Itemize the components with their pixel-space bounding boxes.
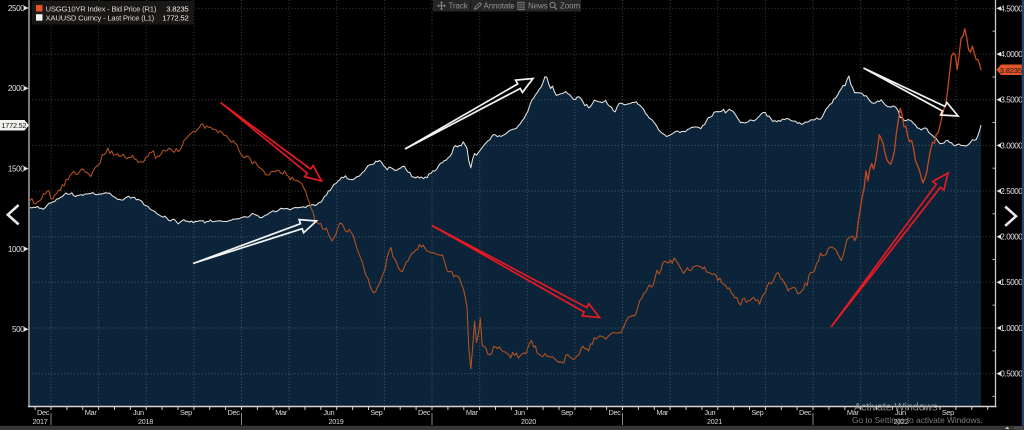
svg-text:Activate Windows: Activate Windows — [854, 402, 938, 414]
svg-text:3.8235: 3.8235 — [1000, 66, 1022, 75]
svg-text:Sep: Sep — [180, 408, 192, 417]
svg-text:Mar: Mar — [847, 408, 860, 417]
svg-text:Sep: Sep — [942, 408, 954, 417]
svg-text:4.5000: 4.5000 — [1000, 4, 1023, 13]
svg-text:3.0000: 3.0000 — [1000, 141, 1023, 150]
svg-text:1772.52: 1772.52 — [162, 14, 188, 23]
svg-text:XAUUSD Curncy - Last Price (L1: XAUUSD Curncy - Last Price (L1) — [46, 14, 155, 23]
svg-text:Annotate: Annotate — [484, 2, 516, 11]
svg-text:1772.52: 1772.52 — [1, 121, 26, 130]
svg-text:1000: 1000 — [8, 245, 25, 254]
svg-text:Mar: Mar — [275, 408, 288, 417]
svg-text:Dec: Dec — [608, 408, 621, 417]
svg-text:Jun: Jun — [704, 408, 715, 417]
svg-text:2.0000: 2.0000 — [1000, 233, 1023, 242]
svg-text:Mar: Mar — [85, 408, 98, 417]
svg-text:2020: 2020 — [521, 417, 536, 426]
svg-text:Jun: Jun — [133, 408, 144, 417]
svg-text:2022: 2022 — [894, 417, 909, 426]
svg-text:500: 500 — [12, 325, 25, 334]
svg-text:Jun: Jun — [514, 408, 525, 417]
svg-text:3.8235: 3.8235 — [166, 5, 188, 14]
svg-text:2018: 2018 — [138, 417, 153, 426]
svg-text:Jun: Jun — [895, 408, 906, 417]
svg-text:Dec: Dec — [37, 408, 50, 417]
svg-text:2500: 2500 — [8, 4, 25, 13]
svg-text:1.0000: 1.0000 — [1000, 324, 1023, 333]
svg-text:Mar: Mar — [466, 408, 479, 417]
svg-text:2000: 2000 — [8, 84, 25, 93]
svg-text:4.0000: 4.0000 — [1000, 50, 1023, 59]
svg-text:1.5000: 1.5000 — [1000, 278, 1023, 287]
svg-text:2019: 2019 — [329, 417, 344, 426]
svg-text:Track: Track — [449, 2, 469, 11]
svg-text:USGG10YR Index - Bid Price (R1: USGG10YR Index - Bid Price (R1) — [46, 5, 157, 14]
svg-text:2.5000: 2.5000 — [1000, 187, 1023, 196]
svg-text:Sep: Sep — [751, 408, 763, 417]
svg-text:News: News — [528, 2, 548, 11]
svg-text:Jun: Jun — [323, 408, 334, 417]
svg-text:3.5000: 3.5000 — [1000, 96, 1023, 105]
svg-text:Sep: Sep — [561, 408, 573, 417]
svg-text:2017: 2017 — [33, 417, 48, 426]
svg-text:Go to Settings to activate Win: Go to Settings to activate Windows. — [852, 415, 983, 425]
svg-text:Dec: Dec — [418, 408, 431, 417]
svg-text:Dec: Dec — [227, 408, 240, 417]
svg-text:Dec: Dec — [799, 408, 812, 417]
svg-text:0.5000: 0.5000 — [1000, 370, 1023, 379]
svg-text:Mar: Mar — [656, 408, 669, 417]
svg-text:1500: 1500 — [8, 165, 25, 174]
svg-text:2021: 2021 — [707, 417, 722, 426]
svg-text:Sep: Sep — [370, 408, 382, 417]
svg-text:Zoom: Zoom — [560, 2, 580, 11]
